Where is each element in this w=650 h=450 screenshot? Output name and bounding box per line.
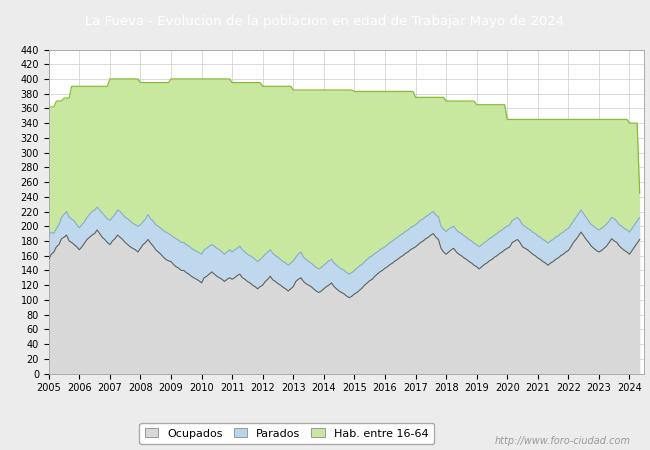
Text: http://www.foro-ciudad.com: http://www.foro-ciudad.com xyxy=(495,436,630,446)
Text: La Fueva - Evolucion de la poblacion en edad de Trabajar Mayo de 2024: La Fueva - Evolucion de la poblacion en … xyxy=(85,15,565,28)
Legend: Ocupados, Parados, Hab. entre 16-64: Ocupados, Parados, Hab. entre 16-64 xyxy=(140,423,434,444)
